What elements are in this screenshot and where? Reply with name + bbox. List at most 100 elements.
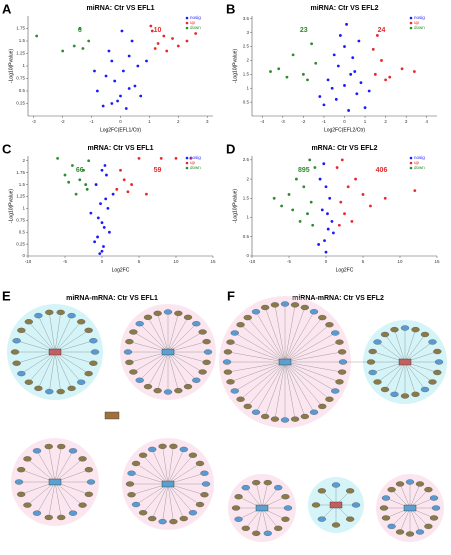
network-node: [56, 309, 65, 316]
network-node: [263, 480, 272, 486]
point: [371, 47, 375, 51]
network-node: [331, 482, 341, 488]
network-node: [125, 359, 134, 366]
network-edge: [54, 340, 94, 353]
point: [185, 39, 189, 43]
network-node: [331, 330, 340, 336]
panel-label: C: [2, 141, 12, 156]
point: [189, 156, 193, 160]
network-node: [131, 460, 141, 467]
annotation: 6: [78, 27, 82, 34]
point: [306, 78, 309, 82]
network-edge: [133, 331, 169, 353]
y-tick-label: 1.75: [16, 26, 25, 31]
y-axis-label: -Log10(Pvalue): [8, 189, 14, 224]
point: [149, 24, 153, 28]
network-edge: [284, 361, 323, 407]
point: [311, 223, 315, 227]
network-node: [78, 502, 87, 508]
point: [95, 89, 99, 93]
point: [328, 196, 332, 200]
network-edge: [284, 361, 315, 413]
network-node: [420, 331, 430, 338]
point: [35, 34, 39, 38]
point: [165, 49, 169, 53]
y-tick-label: 0: [246, 253, 249, 258]
network-node: [251, 409, 261, 415]
point: [343, 212, 346, 216]
network-edge: [240, 361, 286, 400]
panel-label: B: [226, 1, 235, 16]
network-node: [325, 396, 334, 402]
network-node: [198, 329, 207, 335]
network-node: [223, 349, 233, 355]
network-edge: [284, 361, 343, 373]
point: [353, 70, 357, 73]
legend-swatch: [409, 21, 413, 25]
network-edge: [264, 361, 286, 417]
point: [287, 193, 291, 196]
x-tick-label: -3: [32, 119, 36, 124]
x-tick-label: -4: [260, 119, 264, 124]
point: [81, 47, 85, 50]
network-edge: [227, 361, 286, 373]
point: [96, 216, 100, 220]
legend-swatch: [185, 26, 189, 30]
network-edge: [48, 481, 56, 518]
point: [343, 84, 346, 87]
network-edge: [147, 317, 169, 353]
network-node: [17, 370, 26, 377]
chart-title: mRNA: Ctr VS EFL1: [87, 145, 153, 152]
network-node: [179, 446, 188, 453]
network-node: [163, 309, 173, 315]
network-node: [23, 502, 32, 508]
x-tick-label: 2: [384, 119, 387, 124]
network-edge: [284, 304, 296, 363]
network-edge: [167, 483, 194, 513]
network-edge: [162, 483, 169, 522]
network-node: [202, 338, 211, 345]
network-edge: [54, 481, 62, 518]
network-node: [263, 530, 272, 536]
y-tick-label: 0.5: [19, 88, 26, 93]
point: [346, 185, 350, 189]
point: [84, 183, 88, 186]
network-node: [300, 413, 309, 420]
point: [85, 187, 89, 191]
network-node: [429, 495, 439, 501]
network-edge: [240, 324, 286, 363]
network-edge: [38, 315, 56, 353]
network-node: [261, 304, 270, 311]
network-node: [56, 388, 65, 395]
point: [89, 211, 93, 215]
point: [367, 89, 371, 93]
point: [324, 250, 328, 254]
point: [145, 59, 148, 63]
network-edge: [133, 351, 169, 373]
network-node: [387, 486, 396, 493]
y-tick-label: 0: [22, 253, 25, 258]
y-tick-label: 1.5: [19, 38, 26, 43]
network-node: [226, 379, 235, 385]
network-edge: [147, 351, 169, 387]
network-edge: [54, 446, 62, 483]
network-node: [424, 523, 433, 530]
y-tick-label: 0.5: [19, 229, 26, 234]
legend-label: up: [190, 160, 196, 165]
x-tick-label: 0: [343, 119, 346, 124]
point: [119, 94, 122, 98]
legend-swatch: [409, 161, 413, 165]
network-node: [405, 531, 415, 537]
network-edge: [284, 317, 323, 363]
x-tick-label: 5: [362, 259, 365, 264]
network-node: [331, 388, 340, 394]
network-edge: [48, 446, 56, 483]
point: [354, 177, 357, 181]
network-hub: [278, 358, 292, 366]
network-node: [143, 314, 153, 321]
point: [355, 92, 359, 96]
network-hub: [104, 411, 120, 420]
point: [322, 162, 326, 166]
network-node: [270, 302, 280, 308]
y-tick-label: 2: [22, 158, 25, 163]
